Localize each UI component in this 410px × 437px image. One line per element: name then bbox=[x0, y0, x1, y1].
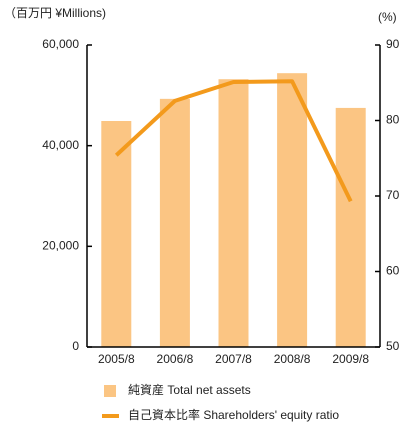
bar bbox=[335, 107, 366, 348]
x-tick-label: 2007/8 bbox=[215, 352, 252, 366]
y-tick-label: 0 bbox=[72, 339, 79, 353]
y-tick-label: 20,000 bbox=[42, 239, 79, 253]
x-tick-label: 2006/8 bbox=[157, 352, 194, 366]
y-tick-label: 40,000 bbox=[42, 138, 79, 152]
bar bbox=[159, 98, 190, 348]
y2-tick-label: 60 bbox=[386, 264, 400, 278]
y2-unit-label: (%) bbox=[378, 10, 397, 24]
y2-tick-label: 90 bbox=[386, 37, 400, 51]
y-unit-label: （百万円 ¥Millions) bbox=[4, 6, 106, 20]
legend-swatch bbox=[104, 385, 116, 397]
y2-tick-label: 50 bbox=[386, 339, 400, 353]
x-tick-label: 2005/8 bbox=[98, 352, 135, 366]
line bbox=[114, 79, 353, 203]
legend-swatch bbox=[102, 414, 119, 418]
bar bbox=[277, 73, 308, 347]
x-tick-label: 2008/8 bbox=[274, 352, 311, 366]
y2-tick-label: 70 bbox=[386, 188, 400, 202]
bar bbox=[218, 79, 249, 347]
bar bbox=[101, 121, 132, 348]
x-tick-label: 2009/8 bbox=[332, 352, 369, 366]
y-tick-label: 60,000 bbox=[42, 37, 79, 51]
legend-label: 自己資本比率 Shareholders' equity ratio bbox=[128, 407, 339, 422]
y2-tick-label: 80 bbox=[386, 113, 400, 127]
legend-label: 純資産 Total net assets bbox=[128, 382, 251, 397]
